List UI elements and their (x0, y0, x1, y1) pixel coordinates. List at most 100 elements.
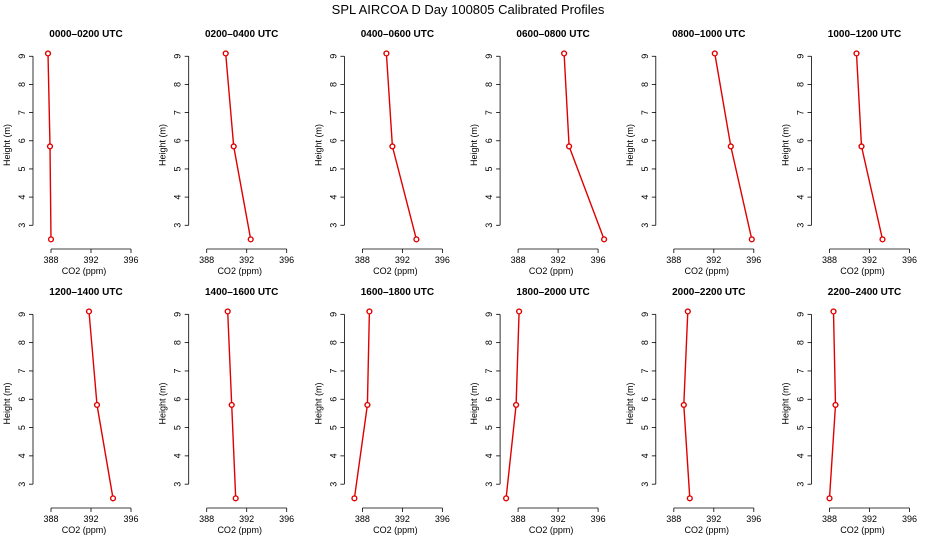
y-tick-label: 3 (640, 223, 650, 228)
y-tick-label: 8 (328, 82, 338, 87)
y-axis-label: Height (m) (2, 382, 12, 424)
data-point (224, 308, 231, 315)
x-tick-label: 396 (746, 514, 761, 524)
data-point (503, 495, 510, 502)
y-tick-label: 4 (328, 195, 338, 200)
x-axis-label: CO2 (ppm) (373, 525, 418, 535)
data-point (858, 143, 865, 150)
y-tick-label: 5 (17, 166, 27, 171)
x-tick-label: 396 (435, 514, 450, 524)
data-point (247, 236, 254, 243)
y-tick-label: 9 (484, 54, 494, 59)
y-tick-label: 5 (328, 166, 338, 171)
panel: 1200–1400 UTC 3 4 5 6 7 8 9 388 392 396 CO2 (ppm) He… (2, 287, 139, 535)
data-point (93, 401, 101, 409)
y-tick-label: 9 (796, 54, 806, 59)
y-tick-label: 4 (17, 195, 27, 200)
x-tick-label: 396 (902, 255, 917, 265)
y-tick-label: 5 (484, 425, 494, 430)
x-tick-label: 392 (706, 255, 721, 265)
data-point (413, 236, 420, 243)
panel-title: 1200–1400 UTC (49, 287, 122, 298)
y-tick-label: 9 (796, 312, 806, 317)
data-point (879, 236, 886, 243)
y-tick-label: 5 (640, 425, 650, 430)
x-axis-label: CO2 (ppm) (685, 266, 730, 276)
y-tick-label: 7 (484, 368, 494, 373)
y-tick-label: 9 (640, 54, 650, 59)
panel-title: 0600–0800 UTC (516, 29, 589, 40)
y-tick-label: 4 (173, 195, 183, 200)
y-tick-label: 8 (173, 340, 183, 345)
y-tick-label: 7 (796, 110, 806, 115)
y-tick-label: 4 (640, 453, 650, 458)
panel-title: 0000–0200 UTC (49, 29, 122, 40)
x-tick-label: 388 (355, 514, 370, 524)
x-axis-label: CO2 (ppm) (529, 266, 574, 276)
x-axis-label: CO2 (ppm) (373, 266, 418, 276)
y-tick-label: 6 (640, 397, 650, 402)
x-tick-label: 396 (591, 255, 606, 265)
x-tick-label: 388 (511, 514, 526, 524)
y-axis-label: Height (m) (625, 382, 635, 424)
y-tick-label: 3 (640, 482, 650, 487)
x-tick-label: 396 (279, 514, 294, 524)
y-axis-label: Height (m) (313, 382, 323, 424)
x-axis-label: CO2 (ppm) (685, 525, 730, 535)
y-tick-label: 6 (173, 397, 183, 402)
x-tick-label: 392 (395, 255, 410, 265)
y-tick-label: 8 (17, 82, 27, 87)
x-axis-label: CO2 (ppm) (529, 525, 574, 535)
x-tick-label: 392 (706, 514, 721, 524)
data-point (44, 50, 52, 57)
y-tick-label: 4 (17, 453, 27, 458)
x-tick-label: 388 (822, 255, 837, 265)
series-line (225, 53, 252, 240)
y-tick-label: 7 (640, 368, 650, 373)
y-tick-label: 6 (796, 397, 806, 402)
y-tick-label: 4 (640, 195, 650, 200)
y-axis-label: Height (m) (2, 124, 12, 166)
y-tick-label: 9 (173, 54, 183, 59)
y-tick-label: 3 (484, 223, 494, 228)
y-tick-label: 3 (328, 482, 338, 487)
y-tick-label: 4 (796, 453, 806, 458)
x-tick-label: 396 (123, 255, 138, 265)
data-point (560, 50, 568, 57)
y-tick-label: 6 (640, 138, 650, 143)
panel: 1600–1800 UTC 3 4 5 6 7 8 9 388 392 396 CO2 (ppm) He… (313, 287, 450, 535)
figure-title: SPL AIRCOA D Day 100805 Calibrated Profi… (332, 2, 605, 17)
data-point (748, 236, 755, 243)
data-point (830, 308, 837, 315)
y-tick-label: 7 (17, 110, 27, 115)
x-axis-label: CO2 (ppm) (840, 266, 885, 276)
x-tick-label: 388 (511, 255, 526, 265)
y-tick-label: 9 (17, 54, 27, 59)
y-tick-label: 7 (173, 110, 183, 115)
data-point (515, 308, 523, 315)
data-point (686, 495, 693, 502)
x-tick-label: 388 (666, 255, 681, 265)
panel: 1800–2000 UTC 3 4 5 6 7 8 9 388 392 396 CO2 (ppm) He… (469, 287, 606, 535)
x-tick-label: 388 (199, 255, 214, 265)
y-tick-label: 9 (328, 312, 338, 317)
y-tick-label: 5 (640, 166, 650, 171)
panel: 0000–0200 UTC 3 4 5 6 7 8 9 388 392 396 CO2 (ppm) He… (2, 29, 139, 276)
data-point (46, 143, 54, 150)
y-tick-label: 3 (17, 223, 27, 228)
y-tick-label: 3 (17, 482, 27, 487)
y-tick-label: 6 (173, 138, 183, 143)
y-tick-label: 7 (17, 368, 27, 373)
y-tick-label: 8 (640, 82, 650, 87)
y-tick-label: 8 (17, 340, 27, 345)
x-tick-label: 396 (746, 255, 761, 265)
panel: 0400–0600 UTC 3 4 5 6 7 8 9 388 392 396 CO2 (ppm) He… (313, 29, 450, 276)
y-tick-label: 5 (796, 166, 806, 171)
y-tick-label: 9 (328, 54, 338, 59)
y-tick-label: 4 (328, 453, 338, 458)
x-tick-label: 396 (279, 255, 294, 265)
data-point (366, 308, 373, 315)
y-tick-label: 3 (173, 482, 183, 487)
y-axis-label: Height (m) (469, 124, 479, 166)
y-tick-label: 8 (796, 82, 806, 87)
